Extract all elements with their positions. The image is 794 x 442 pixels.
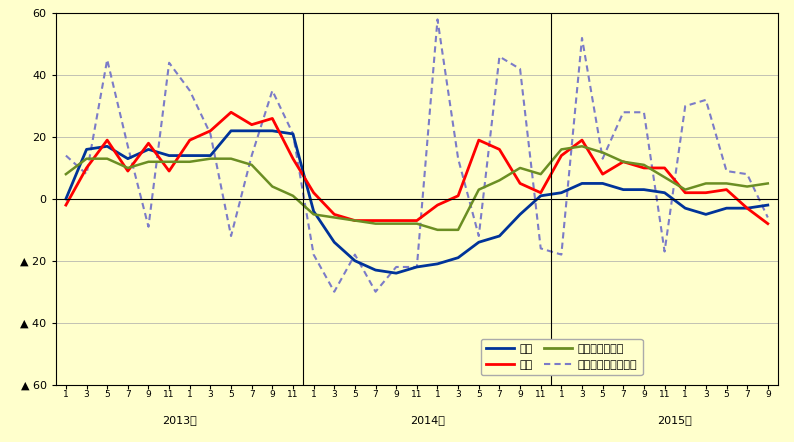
Text: 2018年: 2018年 [0,441,1,442]
Text: 2013年: 2013年 [162,415,197,425]
Text: 2017年: 2017年 [0,441,1,442]
Text: 2016年: 2016年 [0,441,1,442]
Text: 2015年: 2015年 [657,415,692,425]
Text: 2014年: 2014年 [410,415,445,425]
Legend: 持家, 貸家, 分譲（一戸建）, 分譲（マンション）: 持家, 貸家, 分譲（一戸建）, 分譲（マンション） [480,339,642,375]
